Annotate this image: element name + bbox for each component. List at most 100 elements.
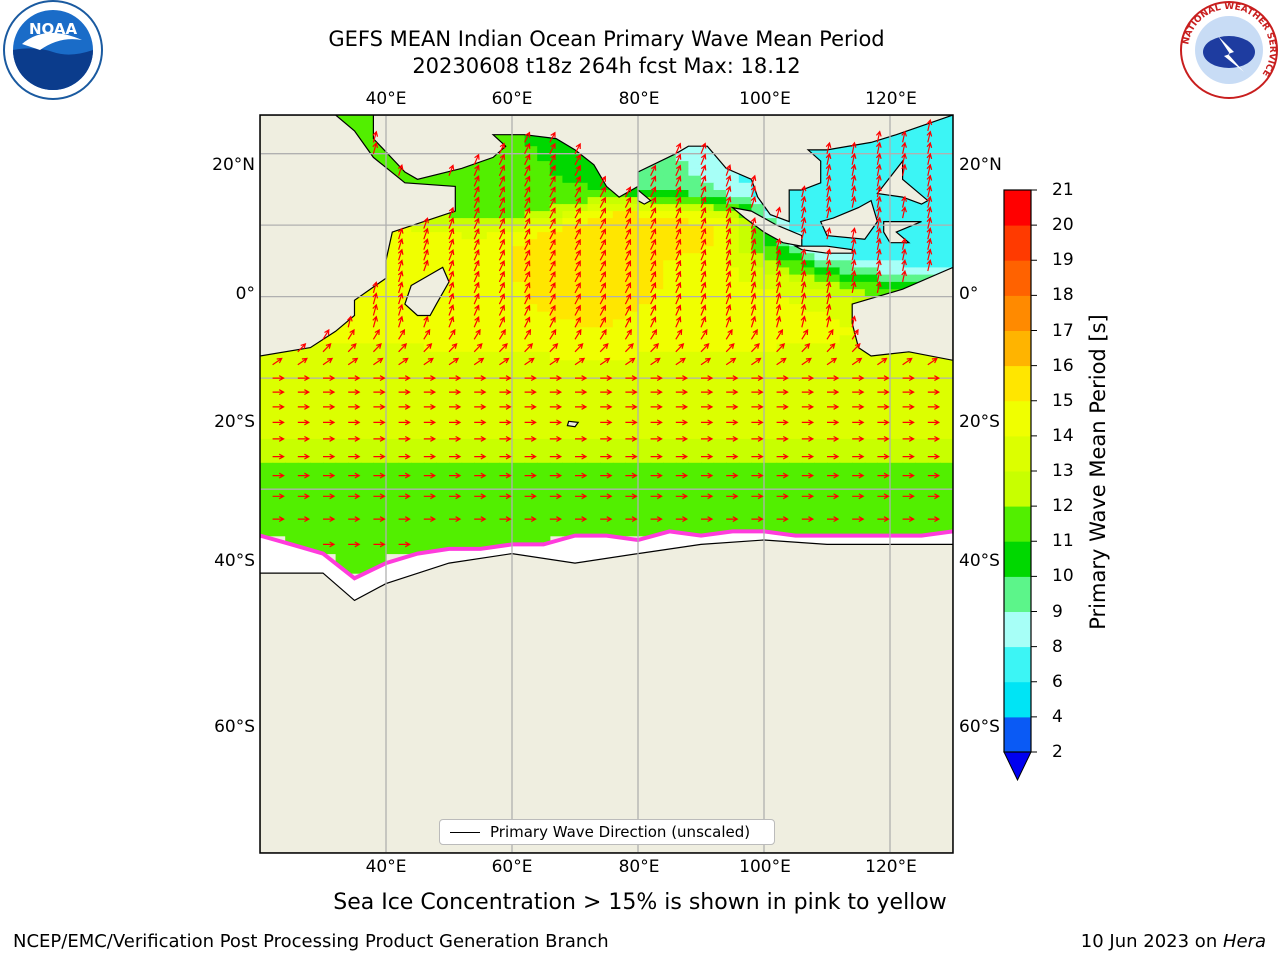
wave-direction-arrow xyxy=(927,472,941,479)
wave-direction-arrow xyxy=(700,238,707,250)
wave-direction-arrow xyxy=(474,403,487,410)
wave-direction-arrow xyxy=(700,153,707,166)
wave-direction-arrow xyxy=(348,453,361,460)
wave-direction-arrow xyxy=(524,186,531,198)
wave-direction-arrow xyxy=(473,153,480,166)
wave-direction-arrow xyxy=(825,163,832,176)
footer-host: Hera xyxy=(1222,931,1266,952)
wave-direction-arrow xyxy=(650,207,657,219)
x-tick-bottom-80e: 80°E xyxy=(618,857,660,877)
wave-direction-arrow xyxy=(499,357,510,366)
wave-direction-arrow xyxy=(700,227,707,240)
wave-direction-arrow xyxy=(877,435,890,442)
wave-direction-arrow xyxy=(397,315,404,328)
wave-direction-arrow xyxy=(297,493,311,500)
wave-direction-arrow xyxy=(348,375,361,382)
wave-direction-arrow xyxy=(524,175,531,187)
colorbar-tick-label: 18 xyxy=(1052,285,1074,306)
wave-direction-arrow xyxy=(850,280,857,294)
wave-direction-arrow xyxy=(473,281,480,294)
wave-direction-arrow xyxy=(397,248,404,261)
wave-direction-arrow xyxy=(549,217,556,229)
wave-direction-arrow xyxy=(850,152,857,165)
wave-direction-arrow xyxy=(875,185,882,198)
y-tick-left-0: 0° xyxy=(235,284,255,304)
wave-direction-arrow xyxy=(574,238,581,250)
wave-direction-arrow xyxy=(600,453,613,460)
wave-direction-arrow xyxy=(624,281,632,294)
y-tick-right-0: 0° xyxy=(959,284,979,304)
colorbar-segment xyxy=(1004,646,1031,683)
wave-direction-arrow xyxy=(751,419,764,426)
wave-direction-arrow xyxy=(700,292,707,305)
wave-direction-arrow xyxy=(448,238,455,250)
wave-direction-arrow xyxy=(423,217,429,229)
wave-direction-arrow xyxy=(448,328,456,340)
wave-direction-arrow xyxy=(473,206,480,219)
wave-direction-arrow xyxy=(499,516,512,523)
wave-direction-arrow xyxy=(875,248,882,261)
wave-direction-arrow xyxy=(599,196,606,208)
wave-direction-arrow xyxy=(272,453,285,460)
wave-direction-arrow xyxy=(423,493,437,500)
wave-direction-arrow xyxy=(675,403,689,410)
wave-direction-arrow xyxy=(599,175,606,187)
wave-direction-arrow xyxy=(524,472,537,479)
wave-direction-arrow xyxy=(372,328,380,340)
wave-direction-arrow xyxy=(624,186,632,198)
wave-direction-arrow xyxy=(926,130,933,143)
wave-direction-arrow xyxy=(599,342,609,353)
wave-direction-arrow xyxy=(575,516,588,523)
wave-direction-arrow xyxy=(449,389,462,396)
wave-direction-arrow xyxy=(750,217,757,229)
wave-direction-arrow xyxy=(850,227,857,240)
wave-direction-arrow xyxy=(498,293,505,305)
arabia-asia-landmass xyxy=(372,115,953,223)
wave-direction-arrow xyxy=(775,281,782,294)
wave-direction-arrow xyxy=(499,375,512,382)
wave-direction-arrow xyxy=(701,403,714,410)
x-tick-top-80e: 80°E xyxy=(618,89,660,109)
wave-direction-arrow xyxy=(726,419,739,426)
wave-direction-arrow xyxy=(776,419,789,426)
wave-direction-arrow xyxy=(701,453,714,460)
wave-direction-arrow xyxy=(624,304,632,316)
legend-label: Primary Wave Direction (unscaled) xyxy=(490,823,751,841)
wave-direction-arrow xyxy=(850,259,857,272)
wave-direction-arrow xyxy=(498,207,505,219)
wave-direction-arrow xyxy=(927,453,941,460)
wave-direction-arrow xyxy=(776,453,789,460)
wave-direction-arrow xyxy=(423,342,433,353)
wave-direction-arrow xyxy=(825,292,832,305)
wave-direction-arrow xyxy=(372,130,379,143)
wave-direction-arrow xyxy=(650,186,657,198)
wave-direction-arrow xyxy=(776,516,789,523)
wave-direction-arrow xyxy=(373,403,386,410)
wave-direction-arrow xyxy=(373,516,386,523)
wave-direction-arrow xyxy=(423,435,437,442)
wave-direction-arrow xyxy=(549,419,563,426)
wave-direction-arrow xyxy=(474,389,487,396)
wave-direction-arrow xyxy=(323,435,336,442)
wave-direction-arrow xyxy=(675,259,682,272)
sulawesi-landmass xyxy=(883,221,922,244)
wave-direction-arrow xyxy=(423,357,434,366)
wave-direction-arrow xyxy=(850,195,857,208)
wave-direction-arrow xyxy=(827,493,840,500)
wave-direction-arrow xyxy=(524,453,537,460)
wave-direction-arrow xyxy=(650,270,657,283)
wave-direction-arrow xyxy=(926,259,933,272)
wave-direction-arrow xyxy=(347,315,353,328)
wave-direction-arrow xyxy=(800,280,807,294)
wave-direction-arrow xyxy=(852,389,865,396)
wave-direction-arrow xyxy=(624,328,632,340)
wave-direction-arrow xyxy=(675,435,689,442)
wave-direction-arrow xyxy=(397,259,404,272)
wave-direction-arrow xyxy=(524,435,537,442)
wave-direction-arrow xyxy=(875,195,882,208)
wave-direction-arrow xyxy=(625,419,638,426)
wave-direction-arrow xyxy=(875,130,882,143)
wave-direction-arrow xyxy=(524,164,531,176)
wave-direction-arrow xyxy=(801,435,815,442)
wave-direction-arrow xyxy=(725,292,732,305)
